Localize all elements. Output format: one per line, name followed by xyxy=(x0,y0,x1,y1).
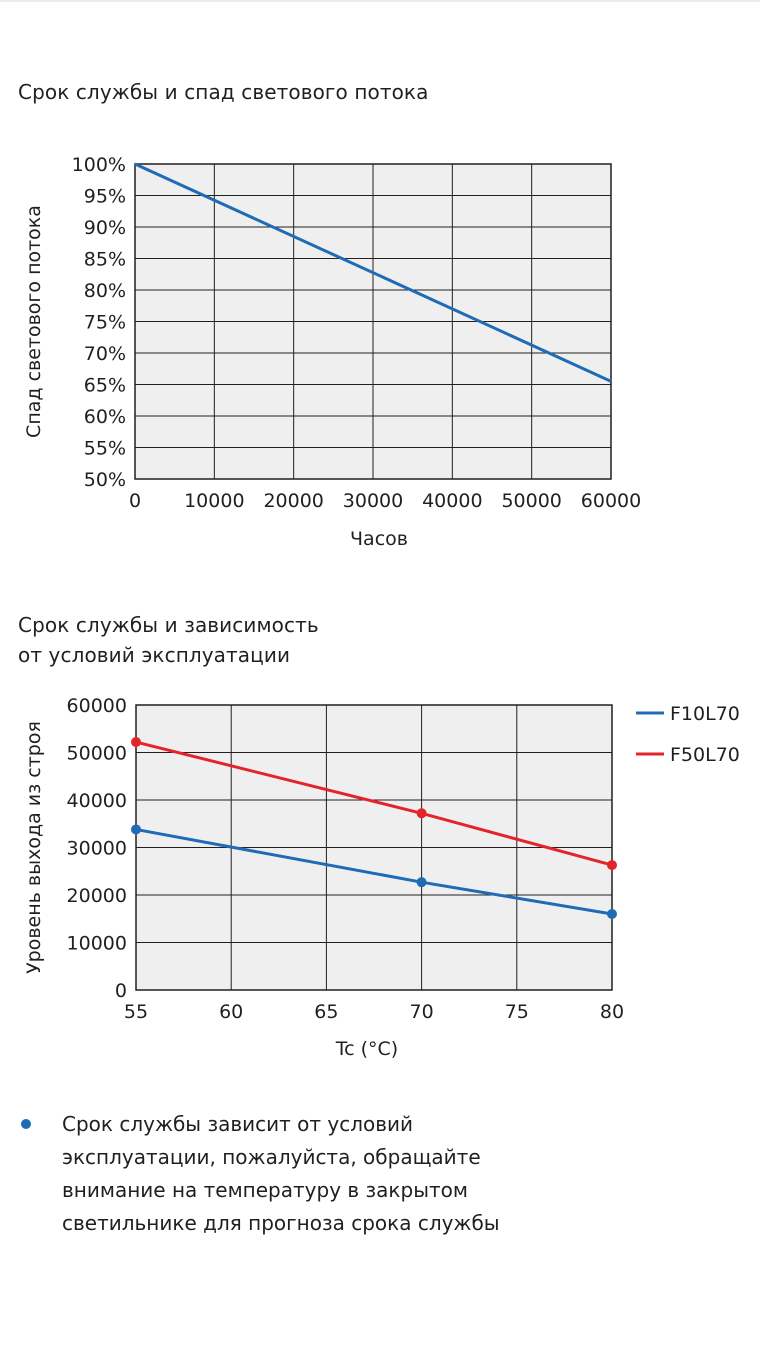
chart2-x-tick-label: 55 xyxy=(124,1001,148,1023)
chart2-x-tick-label: 60 xyxy=(219,1001,243,1023)
chart1-y-tick-label: 55% xyxy=(84,438,126,460)
chart1-y-tick-label: 80% xyxy=(84,280,126,302)
chart2-y-tick-label: 40000 xyxy=(67,790,127,812)
chart1-series-line-1 xyxy=(134,162,612,383)
chart2-y-tick-label: 10000 xyxy=(67,933,127,955)
chart2-legend-label-1: F10L70 xyxy=(670,703,740,725)
chart1-x-tick-label: 60000 xyxy=(581,490,641,512)
bullet-icon xyxy=(21,1119,31,1129)
chart1-plot-border xyxy=(134,163,612,480)
chart2-failure-rate: 0 10000 20000 30000 40000 50000 60000 55 60 65 70 7… xyxy=(23,695,740,1060)
chart2-series-1-point xyxy=(607,909,617,919)
chart1-y-tick-label: 90% xyxy=(84,217,126,239)
chart1-y-tick-label: 50% xyxy=(84,469,126,491)
chart1-y-tick-label: 95% xyxy=(84,186,126,208)
chart1-x-tick-label: 40000 xyxy=(422,490,482,512)
chart2-y-tick-label: 20000 xyxy=(67,885,127,907)
chart1-y-tick-label: 100% xyxy=(72,154,126,176)
chart2-plot-border xyxy=(135,704,613,991)
chart2-series-2-point xyxy=(607,860,617,871)
chart2-series-2-point xyxy=(416,808,427,819)
chart2-y-tick-label: 0 xyxy=(115,980,127,1002)
chart2-x-axis-label: Tc (°C) xyxy=(335,1038,398,1060)
chart2-x-tick-label: 65 xyxy=(314,1001,338,1023)
chart1-y-tick-label: 85% xyxy=(84,249,126,271)
chart1-x-tick-label: 10000 xyxy=(184,490,244,512)
chart1-x-tick-label: 50000 xyxy=(501,490,561,512)
chart1-x-tick-label: 20000 xyxy=(263,490,323,512)
chart2-heading-line-2: от условий эксплуатации xyxy=(18,643,291,667)
chart1-x-tick-label: 0 xyxy=(129,490,141,512)
chart1-y-tick-label: 70% xyxy=(84,343,126,365)
chart2-series-2-point xyxy=(131,737,141,748)
chart1-y-tick-label: 60% xyxy=(84,406,126,428)
chart2-x-tick-label: 80 xyxy=(600,1001,624,1023)
note-text: Срок службы зависит от условий эксплуата… xyxy=(62,1112,500,1235)
chart2-x-tick-label: 70 xyxy=(410,1001,434,1023)
chart2-legend-label-2: F50L70 xyxy=(670,744,740,766)
chart1-x-axis-label: Часов xyxy=(350,528,408,550)
chart1-y-axis-label: Спад светового потока xyxy=(23,205,45,438)
chart1-heading: Срок службы и спад светового потока xyxy=(18,80,429,104)
chart2-y-tick-label: 50000 xyxy=(67,743,127,765)
chart1-lumen-depreciation: 50% 55% 60% 65% 70% 75% 80% 85% 90% 95% 100% 0 10000… xyxy=(23,154,641,550)
chart1-x-tick-label: 30000 xyxy=(343,490,403,512)
chart1-y-tick-label: 75% xyxy=(84,312,126,334)
chart2-series-1-point xyxy=(416,877,427,888)
chart1-y-tick-label: 65% xyxy=(84,375,126,397)
chart2-heading-line-1: Срок службы и зависимость xyxy=(18,613,319,637)
chart2-y-axis-label: Уровень выхода из строя xyxy=(23,721,45,974)
chart2-x-tick-label: 75 xyxy=(505,1001,529,1023)
chart2-y-tick-label: 60000 xyxy=(67,695,127,717)
chart2-heading: Срок службы и зависимость от условий экс… xyxy=(18,610,319,670)
chart2-series-1-point xyxy=(131,824,141,835)
chart2-y-tick-label: 30000 xyxy=(67,838,127,860)
top-divider xyxy=(0,0,760,2)
